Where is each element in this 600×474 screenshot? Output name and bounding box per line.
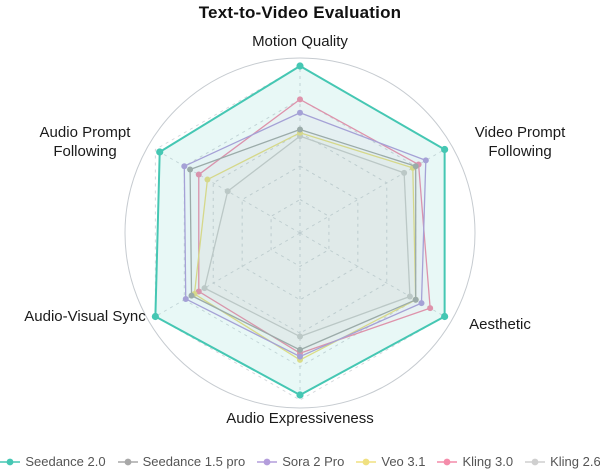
legend-marker-icon — [525, 458, 546, 465]
axis-label-audio-expressiveness: Audio Expressiveness — [226, 410, 374, 427]
legend-label: Seedance 1.5 pro — [142, 454, 246, 469]
legend-label: Sora 2 Pro — [282, 454, 345, 469]
axis-label-video-prompt-following: Video Prompt Following — [474, 124, 566, 160]
legend-label: Seedance 2.0 — [25, 454, 106, 469]
axis-label-motion-quality: Motion Quality — [252, 33, 348, 50]
legend-label: Kling 3.0 — [462, 454, 514, 469]
legend-marker-icon — [117, 458, 138, 465]
legend-item-seedance-1-5-pro[interactable]: Seedance 1.5 pro — [117, 454, 246, 469]
legend-marker-icon — [0, 458, 21, 465]
axis-label-audio-prompt-following: Audio Prompt Following — [39, 124, 131, 160]
chart-legend: Seedance 2.0 Seedance 1.5 pro Sora 2 Pro… — [0, 454, 600, 469]
axis-label-audio-visual-sync: Audio-Visual Sync — [24, 308, 146, 325]
legend-marker-icon — [257, 458, 278, 465]
legend-item-kling-2-6[interactable]: Kling 2.6 — [524, 454, 600, 469]
legend-item-veo-3-1[interactable]: Veo 3.1 — [355, 454, 425, 469]
legend-marker-icon — [437, 458, 458, 465]
legend-item-sora-2-pro[interactable]: Sora 2 Pro — [256, 454, 344, 469]
chart-title: Text-to-Video Evaluation — [198, 3, 402, 22]
legend-item-kling-3-0[interactable]: Kling 3.0 — [436, 454, 513, 469]
legend-label: Veo 3.1 — [381, 454, 426, 469]
legend-label: Kling 2.6 — [550, 454, 600, 469]
legend-item-seedance-2-0[interactable]: Seedance 2.0 — [0, 454, 106, 469]
legend-marker-icon — [356, 458, 377, 465]
axis-label-aesthetic: Aesthetic — [469, 316, 531, 333]
